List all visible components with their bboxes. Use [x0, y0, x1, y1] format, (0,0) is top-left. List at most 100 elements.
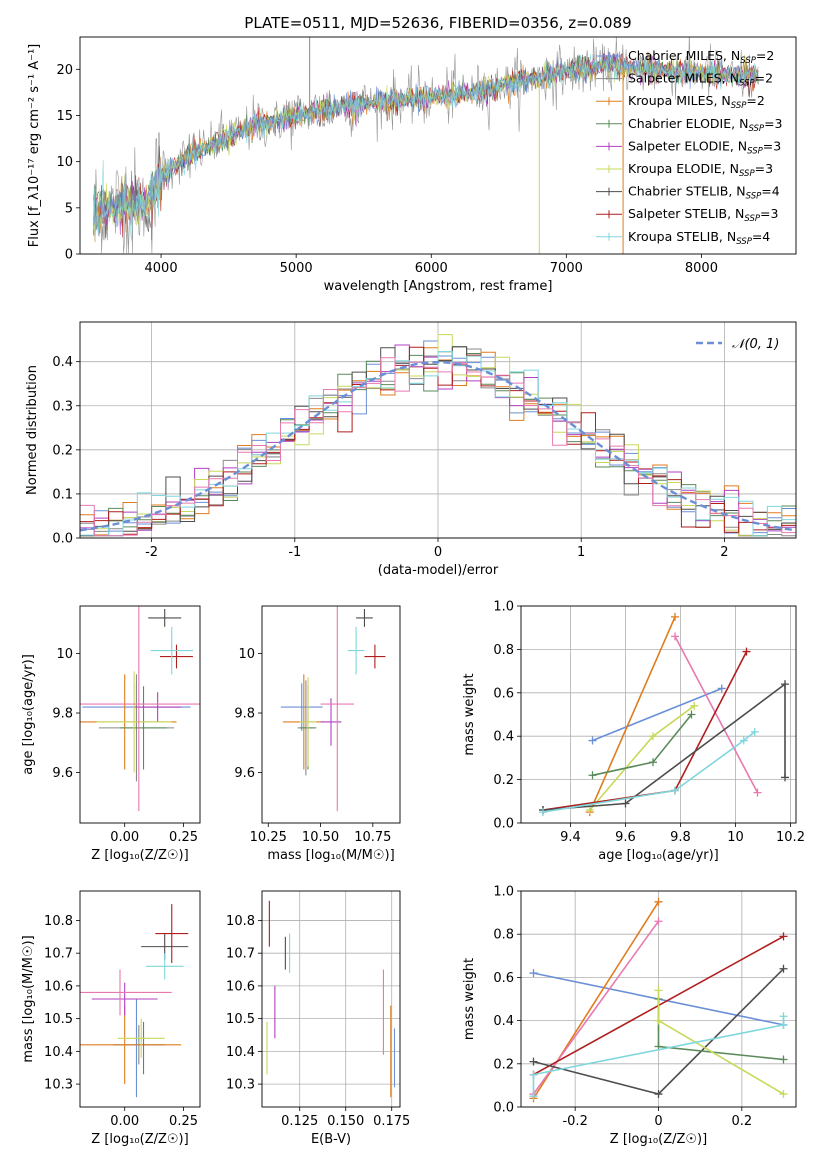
errorbar-point-salpeter_stelib [160, 644, 193, 669]
spectrum-line-kroupa_stelib [93, 52, 759, 241]
y-axis-label: mass weight [462, 958, 477, 1040]
mass_weight_vs_age-panel: 9.4 9.6 9.8 10 10.2 0.0 0.2 0.4 0.6 0.8 1.0 age [lo… [462, 600, 805, 864]
age_vs_Z-plot-area [80, 606, 200, 812]
age_vs_Z-panel: 0.00 0.25 9.6 9.8 10 Z [log₁₀(Z/Z☉)] age [log₁… [21, 605, 201, 863]
legend-label: Kroupa ELODIE, NSSP=3 [628, 161, 773, 179]
weight-line [542, 682, 786, 811]
errorbar-point-kroupa_elodie [96, 671, 172, 773]
x-tick-label: 9.8 [670, 830, 691, 845]
errorbar-point-kroupa_stelib [150, 626, 193, 675]
weight-marker [621, 799, 630, 808]
y-tick-label: 0.4 [493, 730, 514, 745]
residual_histogram-panel: -2 -1 0 1 2 0.0 0.1 0.2 0.3 0.4 (data-model)/error… [25, 321, 797, 578]
weight-marker [779, 964, 788, 973]
mass_weight_vs_age-plot-area [539, 612, 789, 817]
weight-marker [779, 1012, 788, 1021]
weight-marker [529, 1070, 538, 1079]
weight-series-kroupa_stelib [539, 727, 759, 817]
x-tick-label: 10.2 [776, 830, 805, 845]
weight-line [592, 687, 722, 742]
x-axis-label: age [log₁₀(age/yr)] [598, 848, 719, 863]
x-tick-label: 10.75 [354, 830, 391, 845]
legend-label: Chabrier MILES, NSSP=2 [628, 48, 774, 66]
errorbar-point-salpeter_stelib [364, 644, 386, 669]
y-tick-label: 0.2 [493, 773, 514, 788]
weight-marker [529, 969, 538, 978]
weight-series-kroupa_elodie [585, 701, 699, 814]
errorbar-point-kroupa_elodie [299, 677, 317, 767]
spectrum-legend: Chabrier MILES, NSSP=2 Salpeter MILES, NS… [596, 48, 783, 247]
weight-marker [742, 647, 751, 656]
weight-series-kroupa_elodie [654, 986, 788, 1099]
histogram-legend: 𝒩(0, 1) [696, 337, 779, 352]
weight-marker [690, 701, 699, 710]
weight-marker [654, 897, 663, 906]
weight-marker [671, 632, 679, 641]
x-tick-label: 9.6 [615, 830, 636, 845]
weight-marker [779, 1055, 788, 1064]
y-axis-label: age [log₁₀(age/yr)] [21, 654, 36, 775]
y-tick-label: 5 [65, 201, 73, 216]
y-axis-label: Flux [f_λ10⁻¹⁷ erg cm⁻² s⁻¹ A⁻¹] [27, 44, 42, 248]
errorbar-point-chabrier_stelib [148, 608, 182, 627]
legend-label: Salpeter MILES, NSSP=2 [628, 71, 773, 89]
x-tick-label: 0 [654, 1114, 662, 1129]
y-tick-label: 0.8 [493, 643, 514, 658]
y-tick-label: 10.6 [44, 979, 73, 994]
legend-label: 𝒩(0, 1) [732, 337, 779, 352]
weight-series-chabrier_stelib [529, 964, 788, 1099]
mass_weight_vs_Z-panel: -0.2 0 0.2 0.0 0.2 0.4 0.6 0.8 1.0 Z [log₁₀(Z/Z☉)… [462, 885, 797, 1147]
errorbar-point-chabrier_stelib [356, 608, 373, 627]
legend-label: Chabrier ELODIE, NSSP=3 [628, 116, 783, 134]
y-axis-label: mass weight [462, 673, 477, 755]
x-tick-label: -1 [288, 545, 301, 560]
legend-label: Kroupa MILES, NSSP=2 [628, 93, 765, 111]
errorbar-point-chabrier_elodie [120, 686, 168, 770]
axes-frame [261, 890, 401, 1108]
axes-frame [79, 321, 797, 539]
x-tick-label: 0.25 [169, 1114, 198, 1129]
axes-frame [520, 890, 797, 1108]
y-tick-label: 10.7 [44, 947, 73, 962]
y-tick-label: 0.2 [52, 443, 73, 458]
weight-line [532, 920, 660, 1095]
y-tick-label: 15 [56, 109, 73, 124]
weight-marker [649, 732, 657, 741]
weight-marker [654, 1090, 663, 1099]
histogram-salpeter_stelib [80, 346, 796, 535]
y-tick-label: 10.8 [226, 914, 255, 929]
errorbar-point-kroupa_stelib_pink [80, 606, 200, 812]
weight-marker [588, 771, 597, 780]
weight-line [657, 990, 784, 1095]
y-tick-label: 10.5 [44, 1012, 73, 1027]
x-axis-label: Z [log₁₀(Z/Z☉)] [91, 1132, 188, 1147]
weight-marker [781, 773, 789, 782]
weight-line [589, 616, 676, 813]
weight-marker [779, 1020, 788, 1029]
y-tick-label: 10.3 [44, 1078, 73, 1093]
y-tick-label: 10 [56, 155, 73, 170]
x-tick-label: 0.00 [110, 830, 139, 845]
weight-marker [654, 986, 663, 995]
y-tick-label: 10.5 [226, 1012, 255, 1027]
weight-marker [671, 612, 679, 621]
y-tick-label: 1.0 [493, 600, 514, 615]
x-tick-label: 0.00 [110, 1114, 139, 1129]
x-tick-label: 7000 [550, 261, 583, 276]
legend-label: Kroupa STELIB, NSSP=4 [628, 229, 770, 247]
weight-marker [529, 1092, 538, 1101]
weight-series-chabrier_stelib [539, 680, 789, 814]
axes-frame [79, 890, 201, 1108]
mass_vs_ebv-plot-area [266, 900, 396, 1098]
weight-line [674, 636, 759, 793]
y-tick-label: 0.0 [52, 532, 73, 547]
mass_vs_Z-plot-area [80, 904, 189, 1098]
weight-marker [779, 932, 788, 941]
x-tick-label: 10.50 [302, 830, 339, 845]
axes-frame [261, 605, 401, 824]
y-tick-label: 10.7 [226, 947, 255, 962]
y-tick-label: 10.3 [226, 1078, 255, 1093]
axes-frame [79, 36, 797, 255]
y-tick-label: 0.0 [493, 817, 514, 832]
weight-series-chabrier_miles [588, 684, 726, 745]
